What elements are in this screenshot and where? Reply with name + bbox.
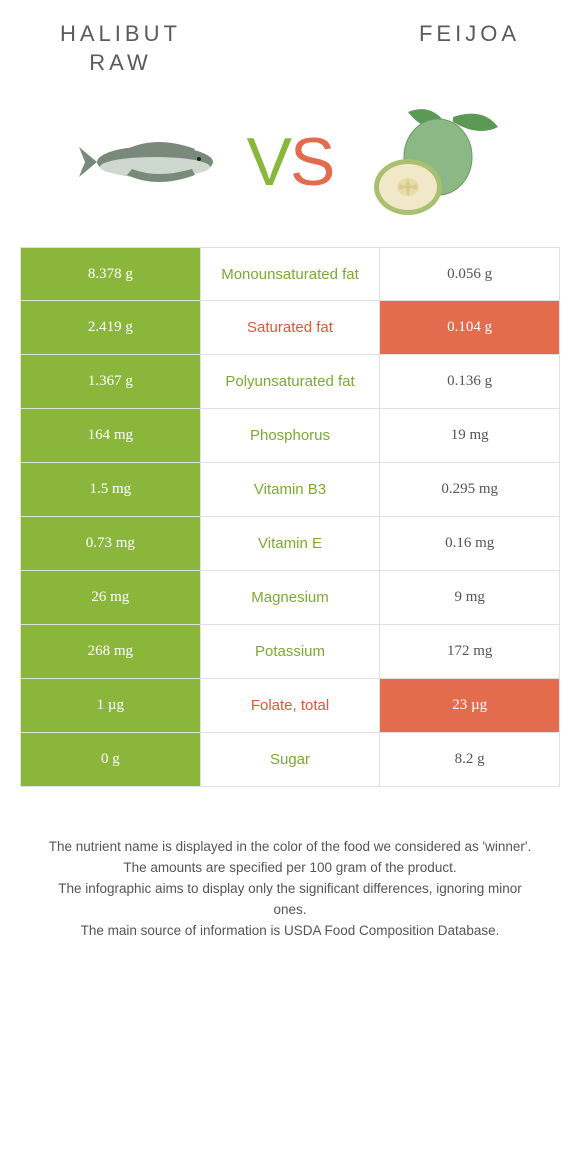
nutrient-label: Vitamin E [201,517,381,570]
value-left: 1.5 mg [21,463,201,516]
value-right: 8.2 g [380,733,559,786]
title-left-line2: raw [60,49,181,78]
vs-v: V [247,124,290,200]
value-right: 9 mg [380,571,559,624]
table-row: 8.378 gMonounsaturated fat0.056 g [20,247,560,301]
table-row: 0.73 mgVitamin E0.16 mg [20,517,560,571]
value-left: 8.378 g [21,248,201,300]
vs-s: S [290,124,333,200]
title-left-line1: Halibut [60,20,181,49]
footer-line4: The main source of information is USDA F… [40,921,540,942]
footer-line3: The infographic aims to display only the… [40,879,540,921]
hero: VS [0,87,580,247]
nutrient-label: Phosphorus [201,409,381,462]
value-right: 172 mg [380,625,559,678]
value-left: 1.367 g [21,355,201,408]
title-left: Halibut raw [60,20,181,77]
nutrient-label: Saturated fat [201,301,381,354]
nutrient-label: Magnesium [201,571,381,624]
nutrient-label: Monounsaturated fat [201,248,381,300]
table-row: 1.5 mgVitamin B30.295 mg [20,463,560,517]
table-row: 0 gSugar8.2 g [20,733,560,787]
nutrient-label: Sugar [201,733,381,786]
table-row: 164 mgPhosphorus19 mg [20,409,560,463]
table-row: 1.367 gPolyunsaturated fat0.136 g [20,355,560,409]
value-right: 0.136 g [380,355,559,408]
nutrient-label: Polyunsaturated fat [201,355,381,408]
feijoa-image [353,107,503,217]
value-right: 23 µg [380,679,559,732]
value-left: 26 mg [21,571,201,624]
value-left: 2.419 g [21,301,201,354]
nutrient-label: Vitamin B3 [201,463,381,516]
table-row: 26 mgMagnesium9 mg [20,571,560,625]
value-left: 164 mg [21,409,201,462]
value-right: 19 mg [380,409,559,462]
footer-line2: The amounts are specified per 100 gram o… [40,858,540,879]
nutrient-label: Folate, total [201,679,381,732]
nutrient-table: 8.378 gMonounsaturated fat0.056 g2.419 g… [20,247,560,787]
value-right: 0.16 mg [380,517,559,570]
table-row: 2.419 gSaturated fat0.104 g [20,301,560,355]
vs-label: VS [247,123,334,201]
header: Halibut raw Feijoa [0,0,580,87]
footer-notes: The nutrient name is displayed in the co… [0,787,580,942]
value-right: 0.104 g [380,301,559,354]
table-row: 268 mgPotassium172 mg [20,625,560,679]
title-right: Feijoa [419,20,520,77]
halibut-image [77,107,227,217]
value-left: 0.73 mg [21,517,201,570]
value-right: 0.056 g [380,248,559,300]
footer-line1: The nutrient name is displayed in the co… [40,837,540,858]
value-left: 1 µg [21,679,201,732]
table-row: 1 µgFolate, total23 µg [20,679,560,733]
nutrient-label: Potassium [201,625,381,678]
value-left: 0 g [21,733,201,786]
value-left: 268 mg [21,625,201,678]
value-right: 0.295 mg [380,463,559,516]
